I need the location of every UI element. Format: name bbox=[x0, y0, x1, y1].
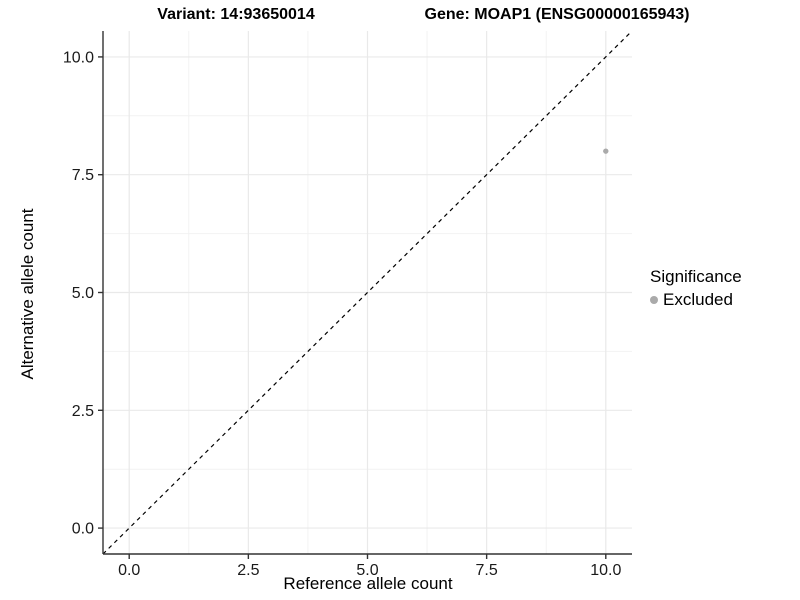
y-tick-label: 2.5 bbox=[72, 403, 94, 420]
y-axis-title: Alternative allele count bbox=[18, 208, 37, 380]
legend-item-label: Excluded bbox=[663, 290, 733, 309]
x-tick-label: 2.5 bbox=[237, 562, 259, 579]
x-tick-label: 10.0 bbox=[590, 562, 621, 579]
plot-title-gene: Gene: MOAP1 (ENSG00000165943) bbox=[424, 6, 690, 23]
y-tick-label: 10.0 bbox=[63, 49, 94, 66]
y-tick-label: 7.5 bbox=[72, 167, 94, 184]
excluded-point-icon bbox=[650, 296, 658, 304]
x-tick-label: 5.0 bbox=[356, 562, 378, 579]
y-tick-label: 5.0 bbox=[72, 285, 94, 302]
identity-dashed-line bbox=[102, 30, 633, 555]
x-tick-label: 7.5 bbox=[476, 562, 498, 579]
x-axis-title: Reference allele count bbox=[283, 574, 453, 593]
y-tick-label: 0.0 bbox=[72, 521, 94, 538]
plot-title-variant: Variant: 14:93650014 bbox=[157, 6, 315, 23]
legend-item-excluded: Excluded bbox=[650, 290, 742, 310]
legend-title: Significance bbox=[650, 267, 742, 286]
data-point bbox=[603, 148, 609, 154]
legend: Significance Excluded bbox=[650, 267, 742, 310]
x-tick-label: 0.0 bbox=[118, 562, 140, 579]
